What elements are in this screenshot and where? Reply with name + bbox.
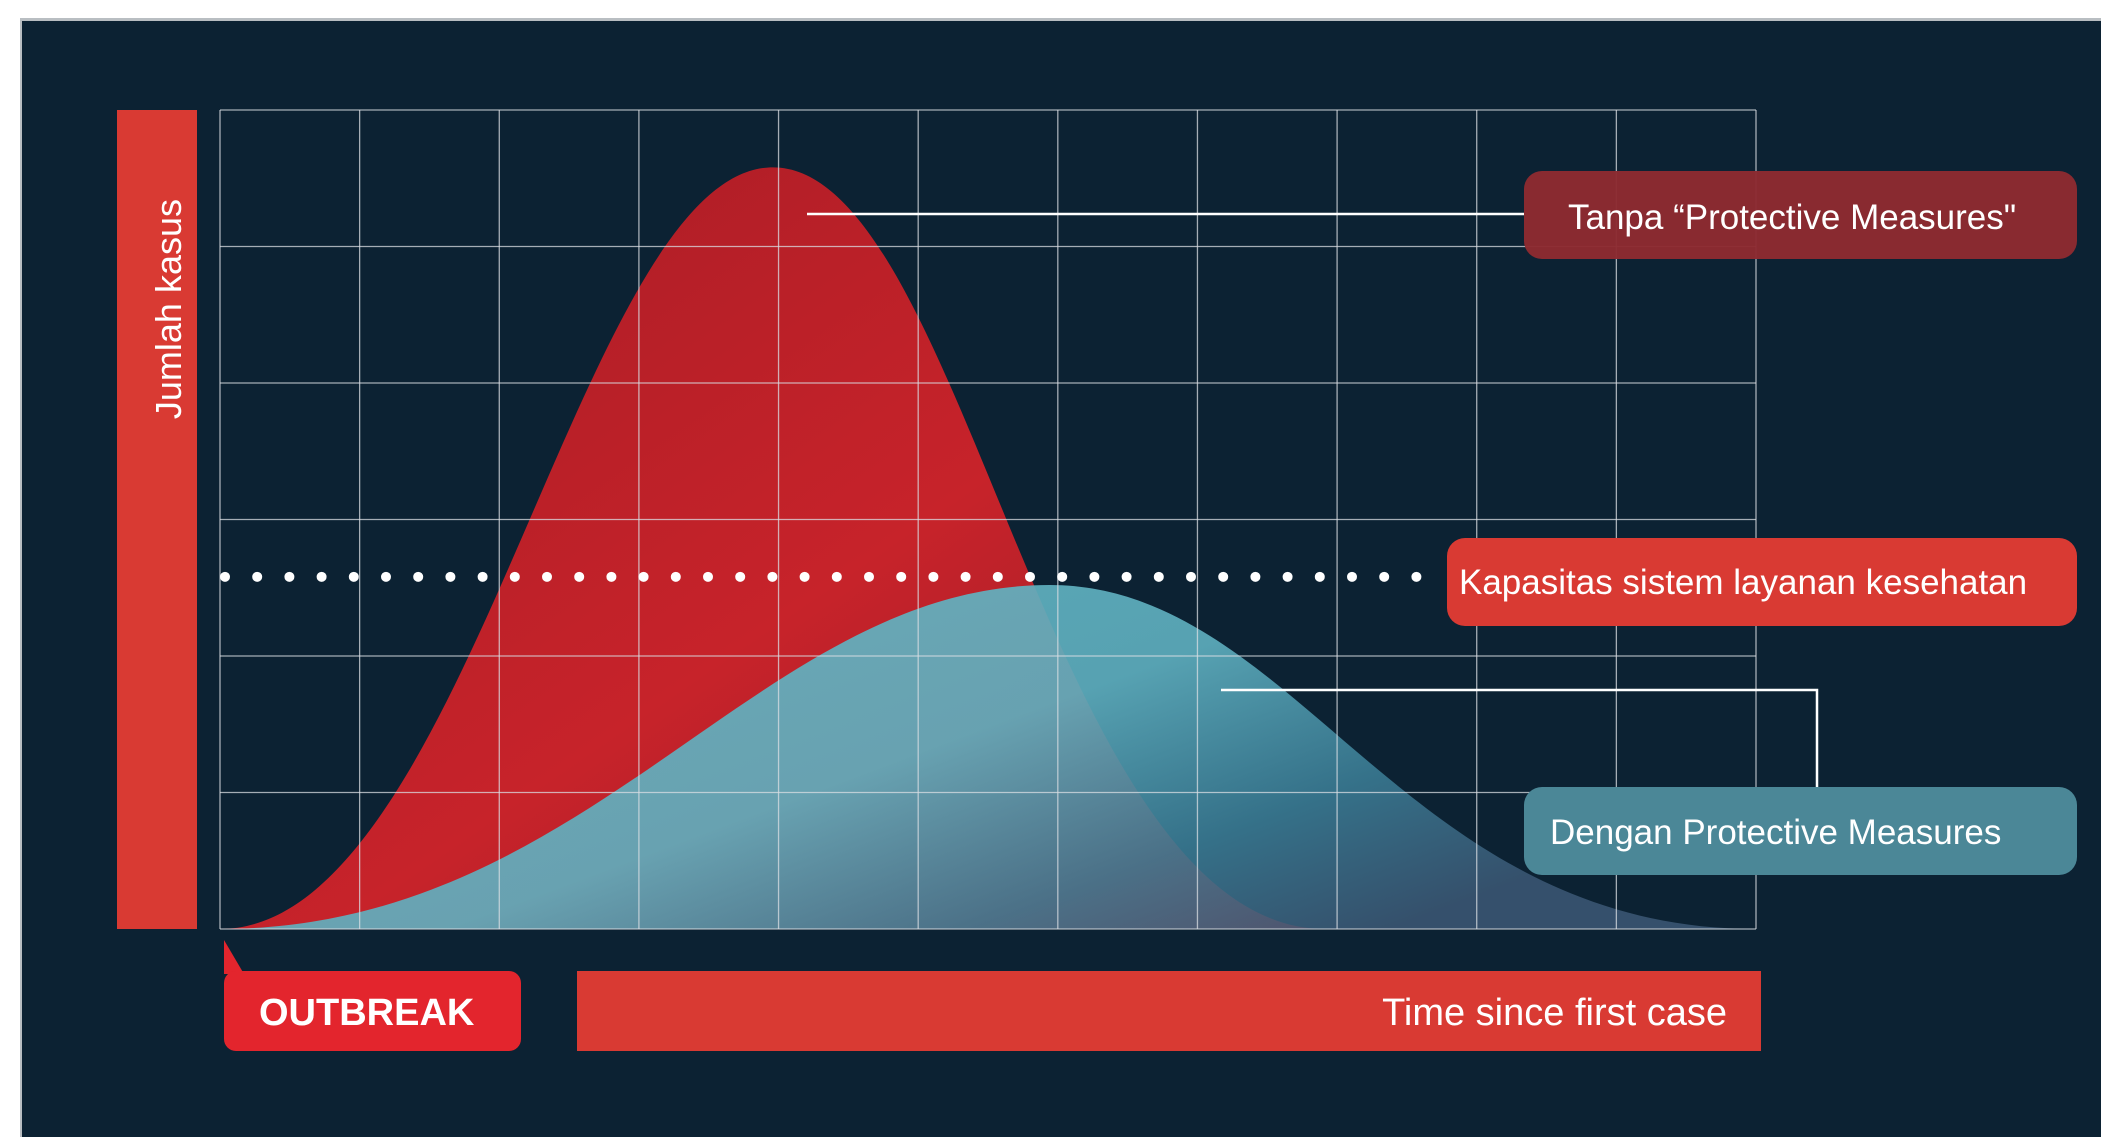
capacity-dot (638, 571, 649, 582)
capacity-dot (896, 571, 907, 582)
capacity-dot (220, 571, 230, 582)
x-axis-label-bar (577, 971, 1761, 1051)
outbreak-marker-tab (224, 940, 244, 974)
capacity-dot (735, 571, 746, 582)
label-box-without-measures (1524, 171, 2077, 259)
chart-canvas: Jumlah kasus Tanpa “Protective Measures"… (20, 18, 2101, 1137)
capacity-line (220, 571, 1422, 582)
leader-line-with-measures (1221, 688, 1819, 787)
capacity-dot (1025, 571, 1035, 582)
capacity-dot (1121, 571, 1132, 582)
capacity-dot (799, 571, 810, 582)
capacity-dot (1186, 571, 1196, 582)
capacity-dot (1218, 571, 1229, 582)
capacity-dot (1379, 571, 1390, 582)
capacity-dot (445, 571, 456, 582)
series-label-without-measures: Tanpa “Protective Measures" (1568, 198, 2016, 237)
y-axis-label-bar (117, 110, 197, 929)
capacity-dot (348, 571, 359, 582)
capacity-dot (1153, 571, 1164, 582)
capacity-dot (477, 571, 488, 582)
capacity-dot (1347, 571, 1357, 582)
capacity-dot (509, 571, 520, 582)
capacity-dot (1411, 571, 1422, 582)
capacity-dot (1057, 571, 1068, 582)
capacity-dot (1089, 571, 1100, 582)
capacity-dot (670, 571, 681, 582)
capacity-dot (767, 571, 778, 582)
capacity-label-box (1447, 538, 2077, 626)
outbreak-label: OUTBREAK (259, 992, 475, 1034)
capacity-dot (413, 571, 424, 582)
capacity-dot (703, 571, 713, 582)
capacity-dot (606, 571, 617, 582)
capacity-dot (1250, 571, 1261, 582)
capacity-dot (1314, 571, 1325, 582)
capacity-dot (381, 571, 391, 582)
capacity-dot (574, 571, 585, 582)
capacity-dot (928, 571, 939, 582)
capacity-dot (960, 571, 971, 582)
flatten-the-curve-chart: Jumlah kasus Tanpa “Protective Measures"… (117, 109, 2077, 1051)
capacity-dot (316, 571, 327, 582)
chart-grid (219, 109, 1757, 930)
x-axis-label: Time since first case (1382, 992, 1727, 1034)
area-with-measures (220, 585, 1756, 929)
capacity-dot (1282, 571, 1293, 582)
series-label-with-measures: Dengan Protective Measures (1550, 813, 2001, 852)
capacity-dot (284, 571, 295, 582)
capacity-dot (864, 571, 874, 582)
y-axis-label: Jumlah kasus (148, 199, 189, 419)
capacity-dot (831, 571, 842, 582)
capacity-dot (542, 571, 552, 582)
capacity-dot (992, 571, 1003, 582)
label-box-with-measures (1524, 787, 2077, 875)
capacity-label: Kapasitas sistem layanan kesehatan (1459, 563, 2027, 602)
capacity-dot (252, 571, 263, 582)
outbreak-marker-box (224, 971, 521, 1051)
